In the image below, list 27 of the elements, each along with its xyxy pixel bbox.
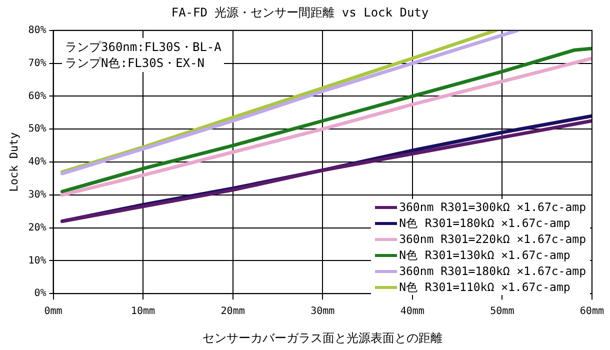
y-tick-label: 40%	[28, 156, 46, 168]
x-tick-label: 40mm	[400, 306, 424, 318]
x-axis-title: センサーカバーガラス面と光源表面との距離	[202, 330, 443, 345]
legend-label: 360nm R301=300kΩ ×1.67c-amp	[399, 199, 586, 215]
y-tick-label: 50%	[28, 124, 46, 135]
legend-label: 360nm R301=180kΩ ×1.67c-amp	[399, 263, 586, 279]
y-tick-label: 80%	[28, 24, 46, 36]
y-tick-label: 20%	[28, 222, 46, 234]
chart-title: FA-FD 光源・センサー間距離 vs Lock Duty	[171, 5, 429, 20]
annotation: ランプN色:FL30S・EX-N	[65, 55, 206, 71]
x-tick-label: 60mm	[580, 306, 604, 318]
x-tick-label: 20mm	[220, 306, 245, 318]
y-tick-label: 70%	[28, 58, 46, 69]
legend-label: 360nm R301=220kΩ ×1.67c-amp	[399, 231, 586, 247]
x-tick-label: 50mm	[490, 306, 514, 318]
y-tick-label: 0%	[34, 288, 46, 300]
x-tick-label: 30mm	[310, 306, 335, 318]
legend-label: N色 R301=180kΩ ×1.67c-amp	[399, 215, 570, 231]
y-tick-label: 10%	[28, 255, 46, 266]
legend-label: N色 R301=130kΩ ×1.67c-amp	[399, 247, 570, 263]
legend-label: N色 R301=110kΩ ×1.67c-amp	[399, 279, 570, 295]
y-tick-label: 60%	[28, 90, 46, 102]
annotation: ランプ360nm:FL30S・BL-A	[65, 39, 222, 55]
x-tick-label: 10mm	[131, 306, 156, 318]
y-tick-label: 30%	[28, 189, 46, 200]
x-tick-label: 0mm	[44, 306, 62, 318]
y-axis-title: Lock Duty	[7, 132, 20, 192]
